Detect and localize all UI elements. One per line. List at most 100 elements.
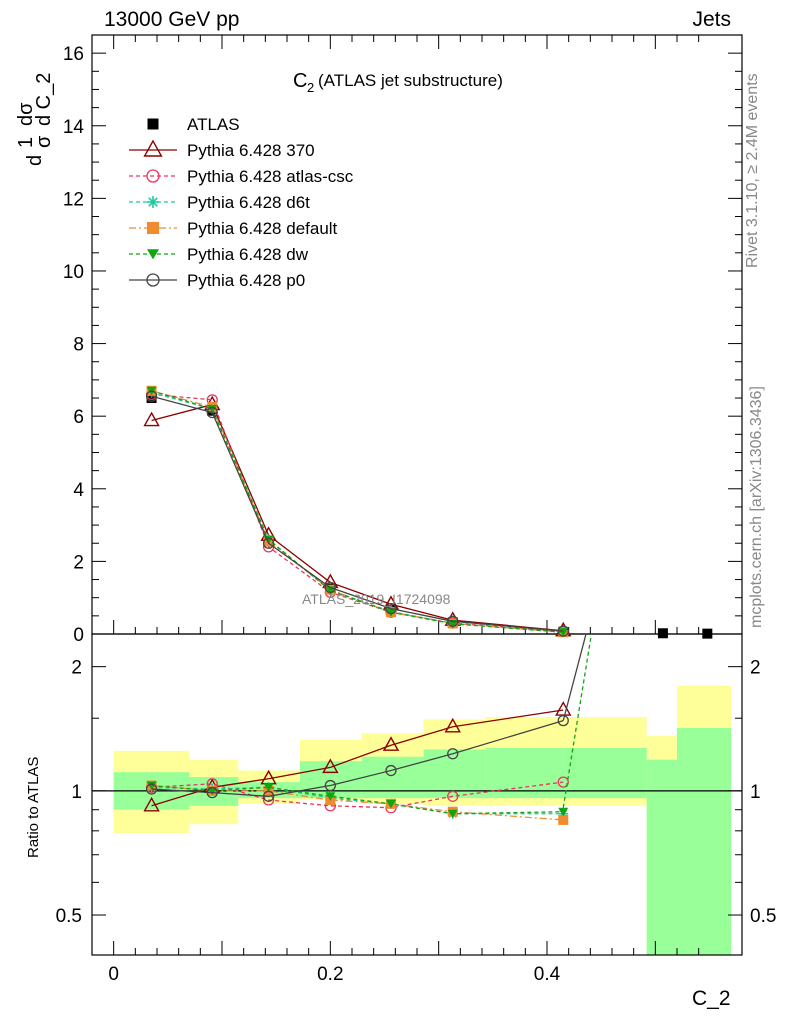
- series-layer: [143, 385, 713, 825]
- series-ratio-line: [151, 781, 564, 809]
- legend-label: Pythia 6.428 default: [187, 219, 338, 238]
- main-ytick-label: 16: [63, 44, 84, 65]
- ratio-ytick-label-right: 1: [750, 782, 761, 803]
- data-point: [447, 748, 459, 760]
- main-ytick-label: 14: [63, 117, 85, 138]
- x-axis-label: C_2: [692, 987, 731, 1010]
- data-point: [143, 139, 163, 157]
- ratio-xtick-label: 0.4: [534, 964, 561, 985]
- plot-title-rest: (ATLAS jet substructure): [318, 71, 503, 90]
- ylabel-dsigma: dσ: [15, 102, 37, 126]
- legend-entry: Pythia 6.428 d6t: [129, 193, 310, 212]
- data-point: [147, 249, 159, 260]
- data-point: [147, 196, 159, 208]
- ratio-band-green: [646, 759, 677, 955]
- data-point: [324, 779, 336, 792]
- data-point: [325, 792, 336, 801]
- data-point: [557, 714, 569, 727]
- data-point: [206, 406, 218, 419]
- main-ytick-label: 0: [73, 625, 84, 646]
- data-point: [447, 809, 458, 819]
- data-point: [262, 790, 275, 802]
- ratio-ytick-label: 0.5: [56, 906, 82, 927]
- data-point: [206, 786, 218, 799]
- data-point: [385, 602, 397, 615]
- ratio-plot-frame: 0 0.2 0.4 0.5 0.5 1 1 2 2: [56, 633, 776, 985]
- legend-label: Pythia 6.428 370: [187, 141, 315, 160]
- main-ytick-label: 8: [73, 335, 84, 356]
- legend-label: Pythia 6.428 d6t: [187, 193, 310, 212]
- data-point: [557, 625, 569, 637]
- series-ratio-offscale: [562, 633, 593, 808]
- data-point: [146, 169, 160, 183]
- data-point: [385, 764, 397, 777]
- ratio-xtick-label: 0: [108, 964, 119, 985]
- main-ytick-label: 6: [73, 407, 84, 428]
- plot-title-sub: 2: [307, 80, 314, 95]
- data-point: [324, 581, 336, 594]
- data-point: [557, 776, 569, 788]
- legend-label: Pythia 6.428 p0: [187, 271, 305, 290]
- ratio-band-green: [677, 728, 732, 955]
- data-point: [444, 717, 461, 733]
- ratio-y-axis-label: Ratio to ATLAS: [25, 757, 42, 858]
- ylabel-sigma: σ: [33, 135, 55, 148]
- main-plot-frame: 0 2 4 6 8 10 12 14 16: [63, 34, 743, 646]
- ratio-ytick-label: 2: [71, 658, 82, 679]
- analysis-watermark: ATLAS_2019_I1724098: [302, 591, 451, 607]
- main-ytick-label: 2: [73, 552, 84, 573]
- data-point: [382, 736, 400, 751]
- ratio-band-green: [361, 756, 424, 799]
- data-point: [146, 781, 157, 791]
- legend-label: Pythia 6.428 atlas-csc: [187, 167, 354, 186]
- data-point: [143, 411, 160, 427]
- ylabel-dc2: d C_2: [33, 73, 55, 126]
- main-ytick-label: 10: [63, 262, 84, 283]
- series-ratio-offscale: [562, 633, 587, 721]
- data-point: [447, 790, 459, 802]
- data-point: [657, 628, 668, 639]
- legend-entry: Pythia 6.428 atlas-csc: [129, 167, 354, 186]
- ratio-ytick-label-right: 0.5: [750, 906, 776, 927]
- legend-label: ATLAS: [187, 115, 240, 134]
- ratio-bands-group: [113, 685, 732, 955]
- legend-entry: Pythia 6.428 default: [129, 219, 338, 238]
- ratio-xtick-label: 0.2: [317, 964, 343, 985]
- data-point: [145, 390, 158, 402]
- data-point: [702, 628, 713, 639]
- legend-entry: ATLAS: [147, 115, 240, 134]
- energy-label: 13000 GeV pp: [104, 8, 240, 31]
- data-point: [146, 393, 157, 404]
- labels-layer: C 2 (ATLAS jet substructure) ATLAS_2019_…: [15, 70, 731, 1010]
- data-point: [262, 537, 275, 549]
- data-point: [558, 807, 569, 817]
- ratio-ytick-label: 1: [71, 782, 82, 803]
- data-point: [147, 118, 159, 130]
- data-point: [322, 758, 339, 774]
- series-p0: [145, 390, 569, 802]
- data-point: [147, 222, 159, 234]
- data-point: [146, 273, 160, 287]
- data-point: [145, 783, 158, 795]
- plot-title-main: C: [293, 70, 307, 92]
- main-y-axis-label: 1 σ d dσ d C_2: [15, 73, 55, 166]
- legend-label: Pythia 6.428 dw: [187, 245, 309, 264]
- data-point: [558, 814, 569, 825]
- data-point: [447, 615, 459, 627]
- legend-entry: Pythia 6.428 dw: [129, 245, 309, 264]
- main-ytick-label: 12: [63, 189, 84, 210]
- data-point: [263, 783, 274, 792]
- legend-entry: Pythia 6.428 370: [129, 139, 315, 160]
- legend-entry: Pythia 6.428 p0: [129, 271, 305, 290]
- main-ytick-label: 4: [73, 480, 84, 501]
- ratio-band-green: [423, 749, 486, 799]
- data-point: [207, 404, 218, 414]
- ratio-ytick-label-right: 2: [750, 658, 761, 679]
- data-point: [386, 799, 396, 809]
- ylabel-d-top: 1: [15, 137, 37, 148]
- legend: ATLAS Pythia 6.428 370 Pythia 6.428 atlas-…: [129, 115, 354, 290]
- ylabel-d: d: [24, 155, 46, 166]
- series-ratio-line: [151, 719, 564, 797]
